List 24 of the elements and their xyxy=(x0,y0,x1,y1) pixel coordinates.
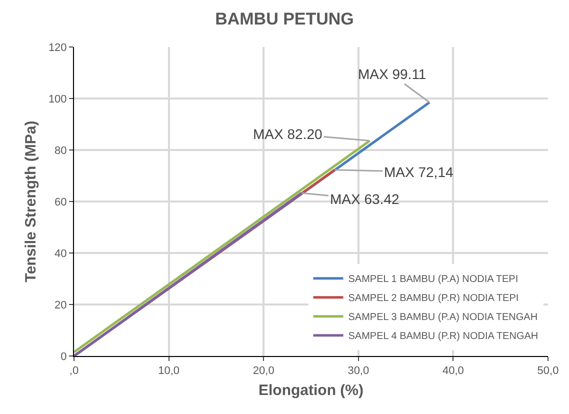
legend-label: SAMPEL 4 BAMBU (P.R) NODIA TENGAH xyxy=(348,331,538,342)
annotation: MAX 82.20 xyxy=(253,126,322,142)
y-tick-label: 80 xyxy=(54,144,67,157)
y-tick-label: 20 xyxy=(54,299,67,312)
annotation: MAX 72,14 xyxy=(384,164,454,180)
y-tick-label: 120 xyxy=(48,42,67,54)
x-tick-label: 30,0 xyxy=(348,365,370,378)
y-tick-label: 100 xyxy=(48,93,67,106)
x-tick-label: 40,0 xyxy=(442,365,464,378)
x-tick-label: 20,0 xyxy=(252,365,274,378)
x-tick-label: 50,0 xyxy=(537,365,559,378)
y-tick-label: 60 xyxy=(54,196,67,208)
y-tick-label: 0 xyxy=(60,350,67,363)
x-tick-label: 10,0 xyxy=(158,365,180,378)
y-tick-label: 40 xyxy=(54,248,67,260)
legend-label: SAMPEL 3 BAMBU (P.A) NODIA TENGAH xyxy=(348,312,538,324)
y-axis-title: Tensile Strength (MPa) xyxy=(22,120,40,282)
x-axis-title: Elongation (%) xyxy=(258,382,364,400)
legend-label: SAMPEL 2 BAMBU (P.R) NODIA TEPI xyxy=(348,293,519,304)
x-tick-label: ,0 xyxy=(69,365,79,378)
annotation: MAX 63.42 xyxy=(330,191,400,207)
chart-title: BAMBU PETUNG xyxy=(215,10,354,29)
legend-label: SAMPEL 1 BAMBU (P.A) NODIA TEPI xyxy=(348,274,518,286)
annotation: MAX 99.11 xyxy=(358,66,426,82)
